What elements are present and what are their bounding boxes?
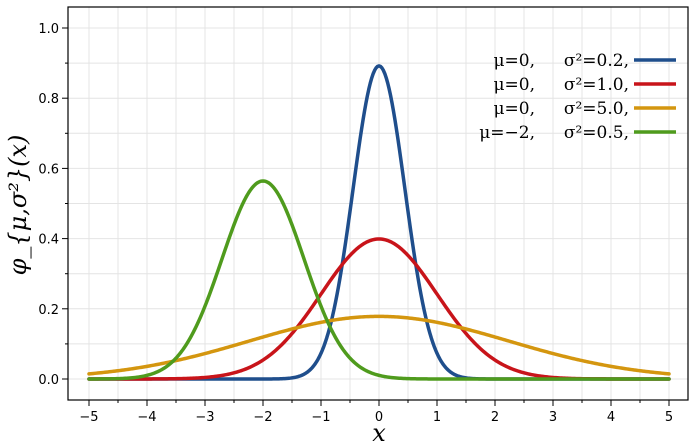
- x-axis-title: x: [372, 419, 386, 447]
- x-tick-label: −4: [137, 410, 156, 425]
- axis-titles: x φ_{μ,σ²}(x): [4, 135, 386, 447]
- axis-ticks: −5 −4 −3 −2 −1 0 1 2 3 4 5 0.0 0.2 0.4 0.6 0.8 1.0: [38, 22, 673, 425]
- x-tick-label: 5: [665, 410, 673, 425]
- y-tick-label: 1.0: [38, 22, 59, 37]
- y-tick-label: 0.4: [38, 233, 59, 248]
- x-tick-label: 4: [607, 410, 615, 425]
- series-line: [87, 314, 671, 376]
- x-tick-label: 2: [491, 410, 499, 425]
- x-tick-label: 0: [375, 410, 383, 425]
- y-tick-label: 0.0: [38, 373, 59, 388]
- legend-mu-label: μ=0,: [493, 99, 535, 119]
- legend-sigma-label: σ²=1.0,: [564, 75, 629, 95]
- x-tick-label: −3: [195, 410, 214, 425]
- legend-sigma-label: σ²=0.2,: [564, 51, 629, 71]
- y-tick-label: 0.6: [38, 162, 59, 177]
- legend-mu-label: μ=−2,: [479, 123, 535, 143]
- legend-mu-label: μ=0,: [493, 51, 535, 71]
- y-axis-title: φ_{μ,σ²}(x): [4, 135, 32, 276]
- legend-mu-label: μ=0,: [493, 75, 535, 95]
- x-tick-label: −1: [311, 410, 330, 425]
- series-curves: [87, 64, 671, 381]
- y-tick-label: 0.2: [38, 303, 59, 318]
- x-tick-label: −2: [253, 410, 272, 425]
- series-line: [87, 179, 671, 381]
- legend: μ=0, σ²=0.2, μ=0, σ²=1.0, μ=0, σ²=5.0, μ=−2, σ²…: [479, 51, 676, 143]
- legend-sigma-label: σ²=5.0,: [564, 99, 629, 119]
- x-tick-label: −5: [79, 410, 98, 425]
- legend-sigma-label: σ²=0.5,: [564, 123, 629, 143]
- x-tick-label: 3: [549, 410, 557, 425]
- y-tick-label: 0.8: [38, 92, 59, 107]
- x-tick-label: 1: [433, 410, 441, 425]
